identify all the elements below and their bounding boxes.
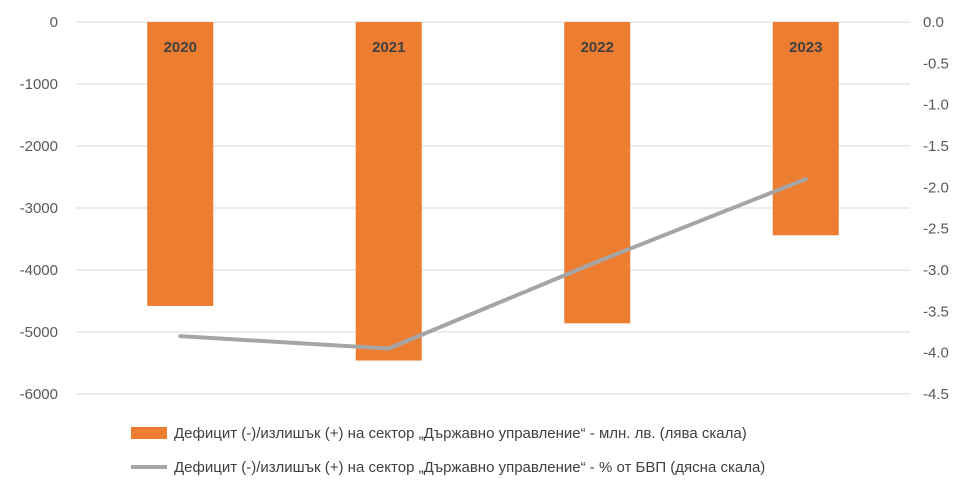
legend-label-line: Дефицит (-)/излишък (+) на сектор „Държа… [174,459,765,476]
left-tick-label: -5000 [20,324,58,341]
line-path [178,177,808,351]
right-tick-label: -2.0 [923,179,949,196]
left-tick-label: -3000 [20,200,58,217]
legend: Дефицит (-)/излишък (+) на сектор „Държа… [131,425,765,476]
right-tick-label: -1.0 [923,97,949,114]
right-tick-label: -0.5 [923,55,949,72]
bar [147,22,214,306]
left-tick-label: -6000 [20,386,58,403]
category-labels: 2020 2021 2022 2023 [164,39,823,56]
right-tick-label: -3.0 [923,262,949,279]
gridlines [76,21,910,395]
right-tick-label: -2.5 [923,221,949,238]
bar-series [147,22,839,361]
bar [772,22,839,236]
line-series [178,177,808,351]
left-tick-label: -4000 [20,262,58,279]
left-axis-ticks: 0 -1000 -2000 -3000 -4000 -5000 -6000 [20,14,58,403]
right-axis-ticks: 0.0 -0.5 -1.0 -1.5 -2.0 -2.5 -3.0 -3.5 -4.0 -4.5 [923,14,949,403]
right-tick-label: 0.0 [923,14,944,31]
right-tick-label: -1.5 [923,138,949,155]
category-label: 2020 [164,39,197,56]
legend-label-bar: Дефицит (-)/излишък (+) на сектор „Държа… [174,425,747,442]
left-tick-label: 0 [50,14,58,31]
right-tick-label: -3.5 [923,303,949,320]
bar [564,22,631,324]
right-tick-label: -4.5 [923,386,949,403]
left-tick-label: -2000 [20,138,58,155]
bar [355,22,422,361]
category-label: 2023 [789,39,822,56]
right-tick-label: -4.0 [923,345,949,362]
category-label: 2022 [581,39,614,56]
legend-swatch-bar [131,427,167,439]
left-tick-label: -1000 [20,76,58,93]
category-label: 2021 [372,39,405,56]
